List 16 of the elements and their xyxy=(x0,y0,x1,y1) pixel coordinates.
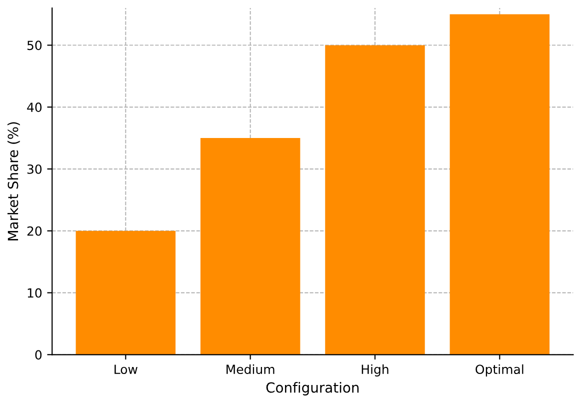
bar xyxy=(450,14,550,355)
y-tick-label: 0 xyxy=(35,350,42,360)
x-axis-title: Configuration xyxy=(266,382,359,396)
y-tick-label: 40 xyxy=(27,102,42,112)
x-tick-label: High xyxy=(362,364,388,376)
y-tick-label: 50 xyxy=(27,40,42,50)
x-tick-label: Optimal xyxy=(476,364,524,376)
y-tick-label: 10 xyxy=(28,288,42,298)
bar xyxy=(325,45,425,355)
bar xyxy=(76,230,176,355)
y-tick-label: 30 xyxy=(27,164,42,174)
y-axis-title: Market Share (%) xyxy=(7,122,20,240)
x-tick-label: Medium xyxy=(226,364,274,374)
bar xyxy=(200,138,300,355)
x-tick-label: Low xyxy=(114,364,138,374)
y-tick-label: 20 xyxy=(27,226,42,236)
